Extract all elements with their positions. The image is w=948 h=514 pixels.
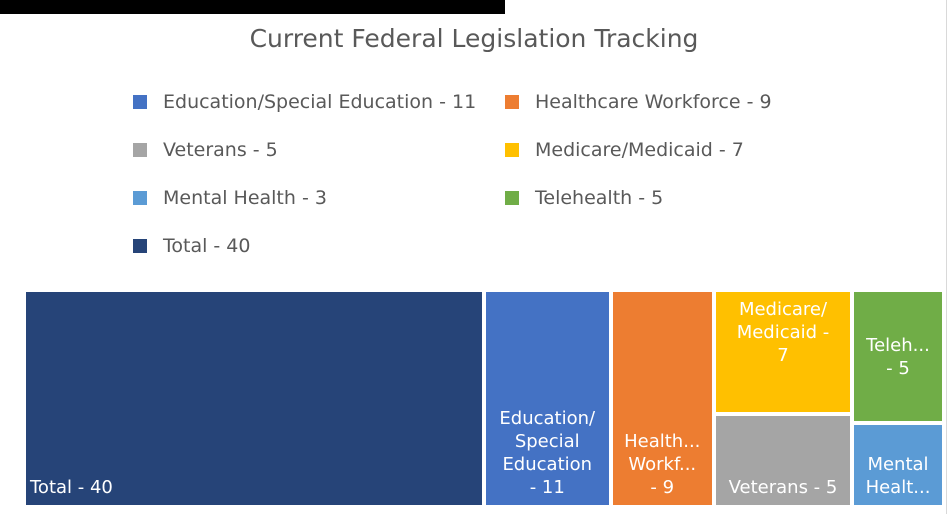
treemap-tile: Medicare/ Medicaid - 7 [716, 292, 850, 413]
legend-swatch [505, 95, 519, 109]
treemap-tile: Total - 40 [26, 292, 482, 505]
legend-swatch [505, 191, 519, 205]
legend-item: Education/Special Education - 11 [133, 91, 476, 113]
legend-label: Education/Special Education - 11 [163, 91, 477, 113]
tile-label: Teleh... - 5 [866, 334, 930, 379]
legend-item: Veterans - 5 [133, 139, 278, 161]
redaction-bar [0, 0, 505, 14]
treemap-tile: Teleh... - 5 [854, 292, 942, 422]
tile-label: Mental Healt... [865, 454, 931, 498]
legend-label: Mental Health - 3 [163, 187, 327, 209]
tile-label: Health... Workf... - 9 [624, 431, 701, 498]
legend-item: Telehealth - 5 [505, 187, 663, 209]
tile-label: Total - 40 [30, 477, 113, 498]
legend-swatch [133, 95, 147, 109]
treemap-tile: Health... Workf... - 9 [612, 292, 712, 505]
legend-label: Telehealth - 5 [535, 187, 664, 209]
treemap-tile: Mental Healt... [854, 425, 942, 505]
chart-title: Current Federal Legislation Tracking [249, 24, 699, 53]
legend-label: Medicare/Medicaid - 7 [535, 139, 744, 161]
legend-label: Veterans - 5 [163, 139, 278, 161]
legend-swatch [133, 239, 147, 253]
tile-label: Veterans - 5 [728, 477, 838, 498]
tile-label: Education/ Special Education - 11 [499, 408, 596, 498]
legend-item: Medicare/Medicaid - 7 [505, 139, 744, 161]
treemap-tile: Veterans - 5 [716, 416, 850, 505]
tile-label: Medicare/ Medicaid - 7 [736, 299, 830, 366]
legend-item: Healthcare Workforce - 9 [505, 91, 772, 113]
legend-item: Total - 40 [133, 235, 251, 257]
legend-swatch [505, 143, 519, 157]
edge-line [946, 0, 947, 514]
legend-label: Total - 40 [163, 235, 251, 257]
legend-item: Mental Health - 3 [133, 187, 327, 209]
treemap-tile: Education/ Special Education - 11 [486, 292, 609, 505]
legend-swatch [133, 143, 147, 157]
legend-label: Healthcare Workforce - 9 [535, 91, 772, 113]
legend-swatch [133, 191, 147, 205]
